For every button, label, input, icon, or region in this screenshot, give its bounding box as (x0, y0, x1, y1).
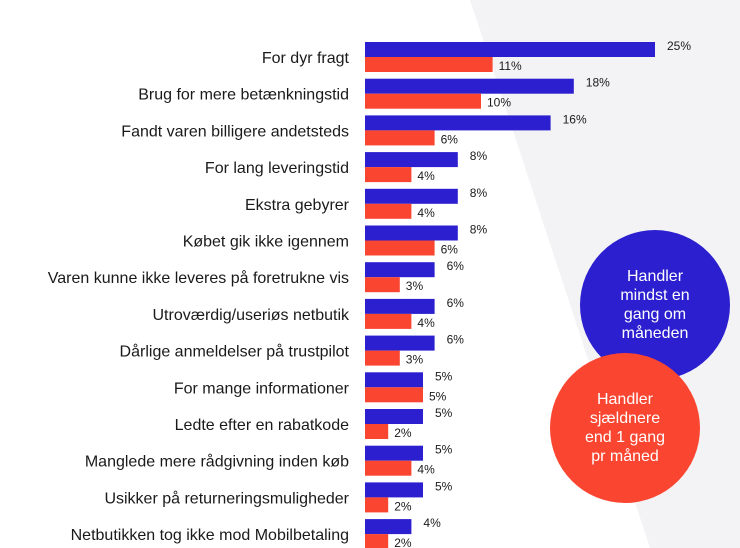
data-label-series-2: 2% (394, 536, 412, 548)
data-label-series-2: 4% (417, 206, 435, 220)
category-label: Varen kunne ikke leveres på foretrukne v… (48, 269, 349, 287)
legend-series-1-label: Handler mindst en gang om måneden (620, 268, 690, 342)
bar-series-2 (365, 350, 400, 366)
category-label: Usikker på returneringsmuligheder (104, 489, 349, 507)
bar-series-1 (365, 78, 574, 94)
bar-series-2 (365, 167, 412, 183)
bar-series-2 (365, 534, 389, 548)
category-label: Netbutikken tog ikke mod Mobilbetaling (71, 527, 349, 544)
data-label-series-2: 2% (394, 426, 412, 440)
category-label: Brug for mere betænkningstid (138, 87, 349, 104)
category-label: Dårlige anmeldelser på trustpilot (120, 343, 350, 361)
data-label-series-1: 8% (470, 149, 488, 163)
bar-series-1 (365, 335, 435, 351)
bar-series-1 (365, 42, 655, 57)
category-label: Fandt varen billigere andetsteds (121, 123, 349, 140)
data-label-series-2: 6% (441, 243, 459, 257)
bar-series-2 (365, 313, 412, 329)
legend-series-2: Handler sjældnere end 1 gang pr måned (550, 353, 700, 503)
data-label-series-1: 6% (447, 296, 465, 310)
legend-series-2-label: Handler sjældnere end 1 gang pr måned (584, 391, 666, 465)
bar-series-1 (365, 115, 551, 131)
bar-series-1 (365, 372, 423, 388)
category-label: For dyr fragt (262, 50, 350, 67)
data-label-series-2: 6% (441, 132, 459, 146)
data-label-series-2: 5% (429, 389, 447, 403)
category-label: Ekstra gebyrer (245, 197, 350, 214)
category-label: Manglede mere rådgivning inden køb (85, 453, 349, 471)
data-label-series-2: 4% (417, 316, 435, 330)
bar-series-2 (365, 93, 481, 109)
category-label: Ledte efter en rabatkode (175, 417, 349, 434)
category-label: Købet gik ikke igennem (183, 234, 349, 251)
bar-series-2 (365, 387, 423, 403)
bar-series-1 (365, 482, 423, 498)
data-label-series-2: 4% (417, 169, 435, 183)
bar-series-2 (365, 57, 493, 72)
bar-series-1 (365, 152, 458, 168)
data-label-series-1: 16% (563, 112, 587, 126)
category-label: Utroværdig/useriøs netbutik (152, 307, 350, 324)
bar-series-1 (365, 409, 423, 424)
data-label-series-1: 5% (435, 406, 453, 420)
bar-series-1 (365, 262, 435, 278)
bar-series-2 (365, 240, 435, 256)
data-label-series-1: 6% (447, 333, 465, 347)
data-label-series-2: 3% (406, 279, 424, 293)
bar-series-1 (365, 445, 423, 461)
bar-series-1 (365, 188, 458, 204)
data-label-series-1: 8% (470, 186, 488, 200)
bar-series-2 (365, 277, 400, 293)
bar-series-2 (365, 497, 389, 513)
data-label-series-2: 3% (406, 353, 424, 367)
data-label-series-2: 2% (394, 499, 412, 513)
data-label-series-1: 8% (470, 223, 488, 237)
data-label-series-2: 11% (499, 59, 522, 73)
bar-series-2 (365, 424, 389, 439)
category-label: For lang leveringstid (205, 160, 349, 177)
bar-series-1 (365, 225, 458, 241)
data-label-series-1: 4% (423, 516, 441, 530)
data-label-series-1: 6% (447, 259, 465, 273)
data-label-series-2: 10% (487, 96, 511, 110)
data-label-series-1: 5% (435, 443, 453, 457)
data-label-series-2: 4% (417, 463, 435, 477)
bar-series-2 (365, 460, 412, 476)
bar-series-2 (365, 203, 412, 219)
bar-series-1 (365, 519, 412, 535)
data-label-series-1: 18% (586, 76, 610, 90)
data-label-series-1: 5% (435, 369, 453, 383)
data-label-series-1: 25% (667, 39, 691, 53)
bar-series-1 (365, 298, 435, 314)
category-label: For mange informationer (174, 380, 350, 397)
bar-series-2 (365, 130, 435, 146)
data-label-series-1: 5% (435, 479, 453, 493)
